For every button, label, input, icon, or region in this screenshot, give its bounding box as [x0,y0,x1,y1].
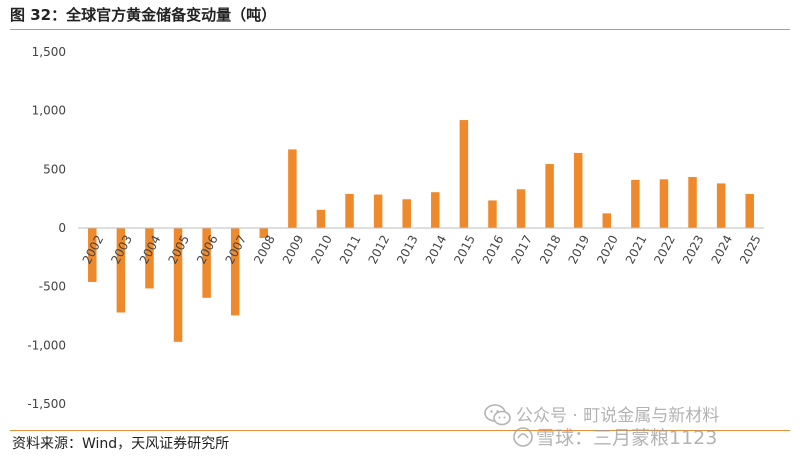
x-tick-label: 2011 [337,233,364,267]
x-tick-label: 2016 [480,233,507,267]
bar [545,164,554,228]
x-tick-label: 2012 [365,233,392,267]
x-tick-label: 2022 [651,233,678,267]
x-tick-label: 2023 [680,233,707,267]
y-tick-label: -500 [39,280,66,294]
x-tick-label: 2002 [80,233,107,267]
bottom-rule [10,430,790,431]
bar [373,194,383,228]
x-tick-label: 2017 [508,233,535,267]
bar [402,199,411,228]
x-tick-label: 2019 [566,233,593,267]
bar [88,228,97,282]
bar [230,228,240,316]
x-tick-label: 2014 [423,233,450,267]
y-tick-label: 500 [43,162,66,176]
watermark: 公众号 · 町说金属与新材料 雪球：三月蒙粮1123 [484,404,794,452]
bar [259,228,269,238]
bar [173,228,183,342]
x-tick-label: 2013 [394,233,421,267]
bar [116,228,126,313]
y-tick-label: -1,000 [27,338,66,352]
x-tick-label: 2025 [737,233,764,267]
bar [431,192,440,228]
bar [716,183,726,228]
x-tick-label: 2007 [223,233,250,267]
source-note: 资料来源：Wind，天风证券研究所 [12,436,230,452]
x-tick-label: 2004 [137,233,164,267]
top-rule [10,29,790,30]
bar [602,213,612,228]
bar [345,193,354,228]
wechat-icon [484,404,511,426]
watermark-snowball-text: 雪球：三月蒙粮1123 [536,427,718,449]
bar [316,209,326,228]
watermark-wechat-text: 公众号 · 町说金属与新材料 [516,406,720,426]
snowball-icon [513,427,533,447]
figure-title: 图 32：全球官方黄金储备变动量（吨） [10,6,277,24]
x-tick-label: 2021 [623,233,650,267]
y-tick-label: -1,500 [27,397,66,411]
x-tick-label: 2006 [194,233,221,267]
bar [745,193,754,228]
bar [659,179,669,228]
y-tick-label: 1,500 [32,45,66,59]
bar [573,152,583,228]
y-tick-label: 0 [58,221,66,235]
x-tick-label: 2024 [708,233,735,267]
y-tick-label: 1,000 [32,104,66,118]
x-tick-label: 2010 [308,233,335,267]
bar [631,179,640,228]
x-tick-label: 2003 [108,233,135,267]
x-tick-label: 2009 [280,233,307,267]
x-tick-label: 2015 [451,233,478,267]
x-tick-label: 2005 [165,233,192,267]
bar [145,228,154,289]
bar [516,189,526,228]
x-tick-label: 2020 [594,233,621,267]
bar [202,228,211,298]
bar [459,120,469,228]
x-tick-label: 2018 [537,233,564,267]
bar [688,176,697,228]
x-tick-label: 2008 [251,233,278,267]
bar [288,149,297,228]
bar [488,200,497,228]
